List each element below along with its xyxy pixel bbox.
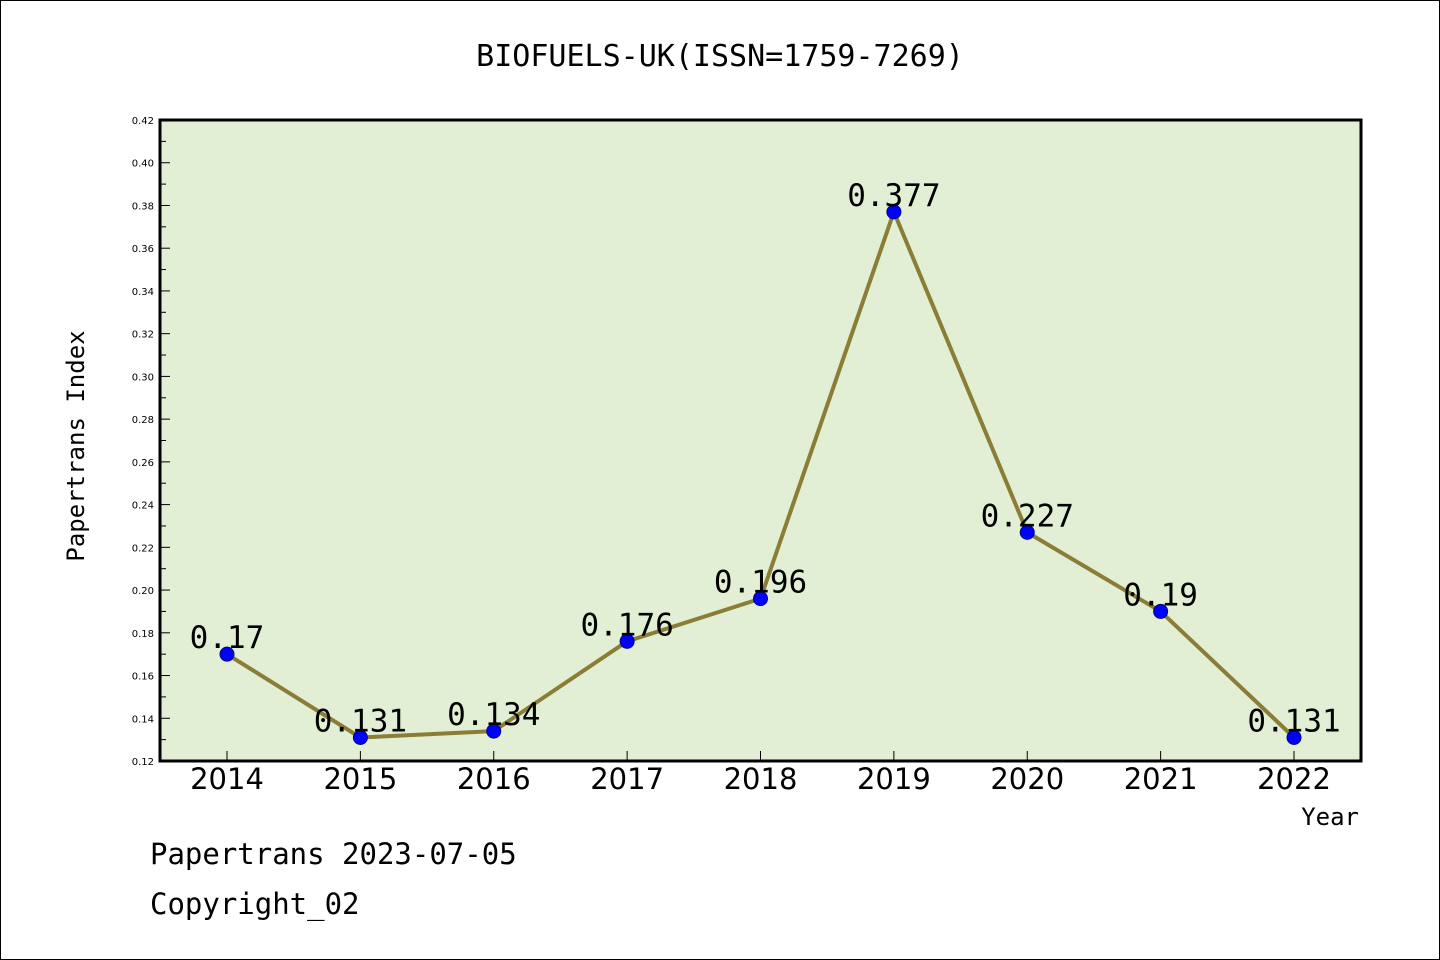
series-markers [219, 204, 1302, 745]
data-point [886, 204, 902, 220]
plot-border [158, 118, 1363, 763]
x-tick-label: 2016 [457, 762, 531, 796]
data-label: 0.196 [714, 565, 807, 601]
x-axis: 2014 2015 2016 2017 2018 2019 2020 2021 2022 [190, 751, 1331, 796]
x-tick-label: 2022 [1257, 762, 1331, 796]
data-label: 0.131 [314, 703, 407, 739]
y-tick-label: 0.22 [132, 543, 154, 554]
footer-copyright: Copyright_02 [150, 887, 360, 922]
y-tick-label: 0.28 [132, 415, 154, 426]
plot-area [160, 120, 1361, 761]
y-tick-label: 0.26 [132, 458, 154, 469]
data-point [352, 729, 368, 745]
footer-date: Papertrans 2023-07-05 [150, 837, 517, 871]
x-tick-label: 2017 [590, 762, 664, 796]
data-label: 0.377 [847, 178, 940, 214]
y-tick-label: 0.32 [132, 330, 154, 341]
data-label: 0.17 [190, 620, 265, 656]
x-tick-label: 2018 [724, 762, 798, 796]
data-label: 0.176 [580, 607, 673, 643]
data-point [1019, 524, 1035, 540]
data-point [219, 646, 235, 662]
y-tick-label: 0.34 [132, 287, 154, 298]
data-label: 0.131 [1247, 703, 1340, 739]
y-tick-label: 0.20 [132, 586, 154, 597]
data-point [1286, 729, 1302, 745]
data-point [486, 723, 502, 739]
data-point [1153, 603, 1169, 619]
y-tick-label: 0.38 [132, 201, 154, 212]
x-tick-label: 2020 [990, 762, 1064, 796]
data-point [753, 591, 768, 607]
y-tick-label: 0.36 [132, 244, 154, 255]
data-label: 0.134 [447, 697, 540, 733]
data-labels: 0.17 0.131 0.134 0.176 0.196 0.377 0.227 0.19 0.… [190, 178, 1341, 740]
y-tick-label: 0.24 [132, 501, 154, 512]
data-point [619, 633, 635, 649]
y-axis-label: Papertrans Index [62, 330, 90, 561]
x-tick-label: 2021 [1124, 762, 1198, 796]
y-tick-label: 0.40 [132, 159, 154, 170]
y-tick-label: 0.16 [132, 672, 154, 683]
x-tick-label: 2015 [323, 762, 397, 796]
y-tick-label: 0.18 [132, 629, 154, 640]
data-label: 0.227 [981, 498, 1074, 534]
x-tick-label: 2019 [857, 762, 931, 796]
data-label: 0.19 [1123, 577, 1198, 613]
chart-title: BIOFUELS-UK(ISSN=1759-7269) [476, 39, 964, 74]
y-tick-label: 0.42 [132, 116, 154, 127]
x-axis-label: Year [1301, 803, 1359, 831]
x-tick-label: 2014 [190, 762, 264, 796]
y-tick-label: 0.30 [132, 372, 154, 383]
y-axis: 0.12 0.14 0.16 0.18 0.20 0.22 0.24 0.26 0.28 0.30… [132, 116, 170, 768]
y-tick-label: 0.14 [132, 714, 154, 725]
y-tick-label: 0.12 [132, 757, 154, 768]
